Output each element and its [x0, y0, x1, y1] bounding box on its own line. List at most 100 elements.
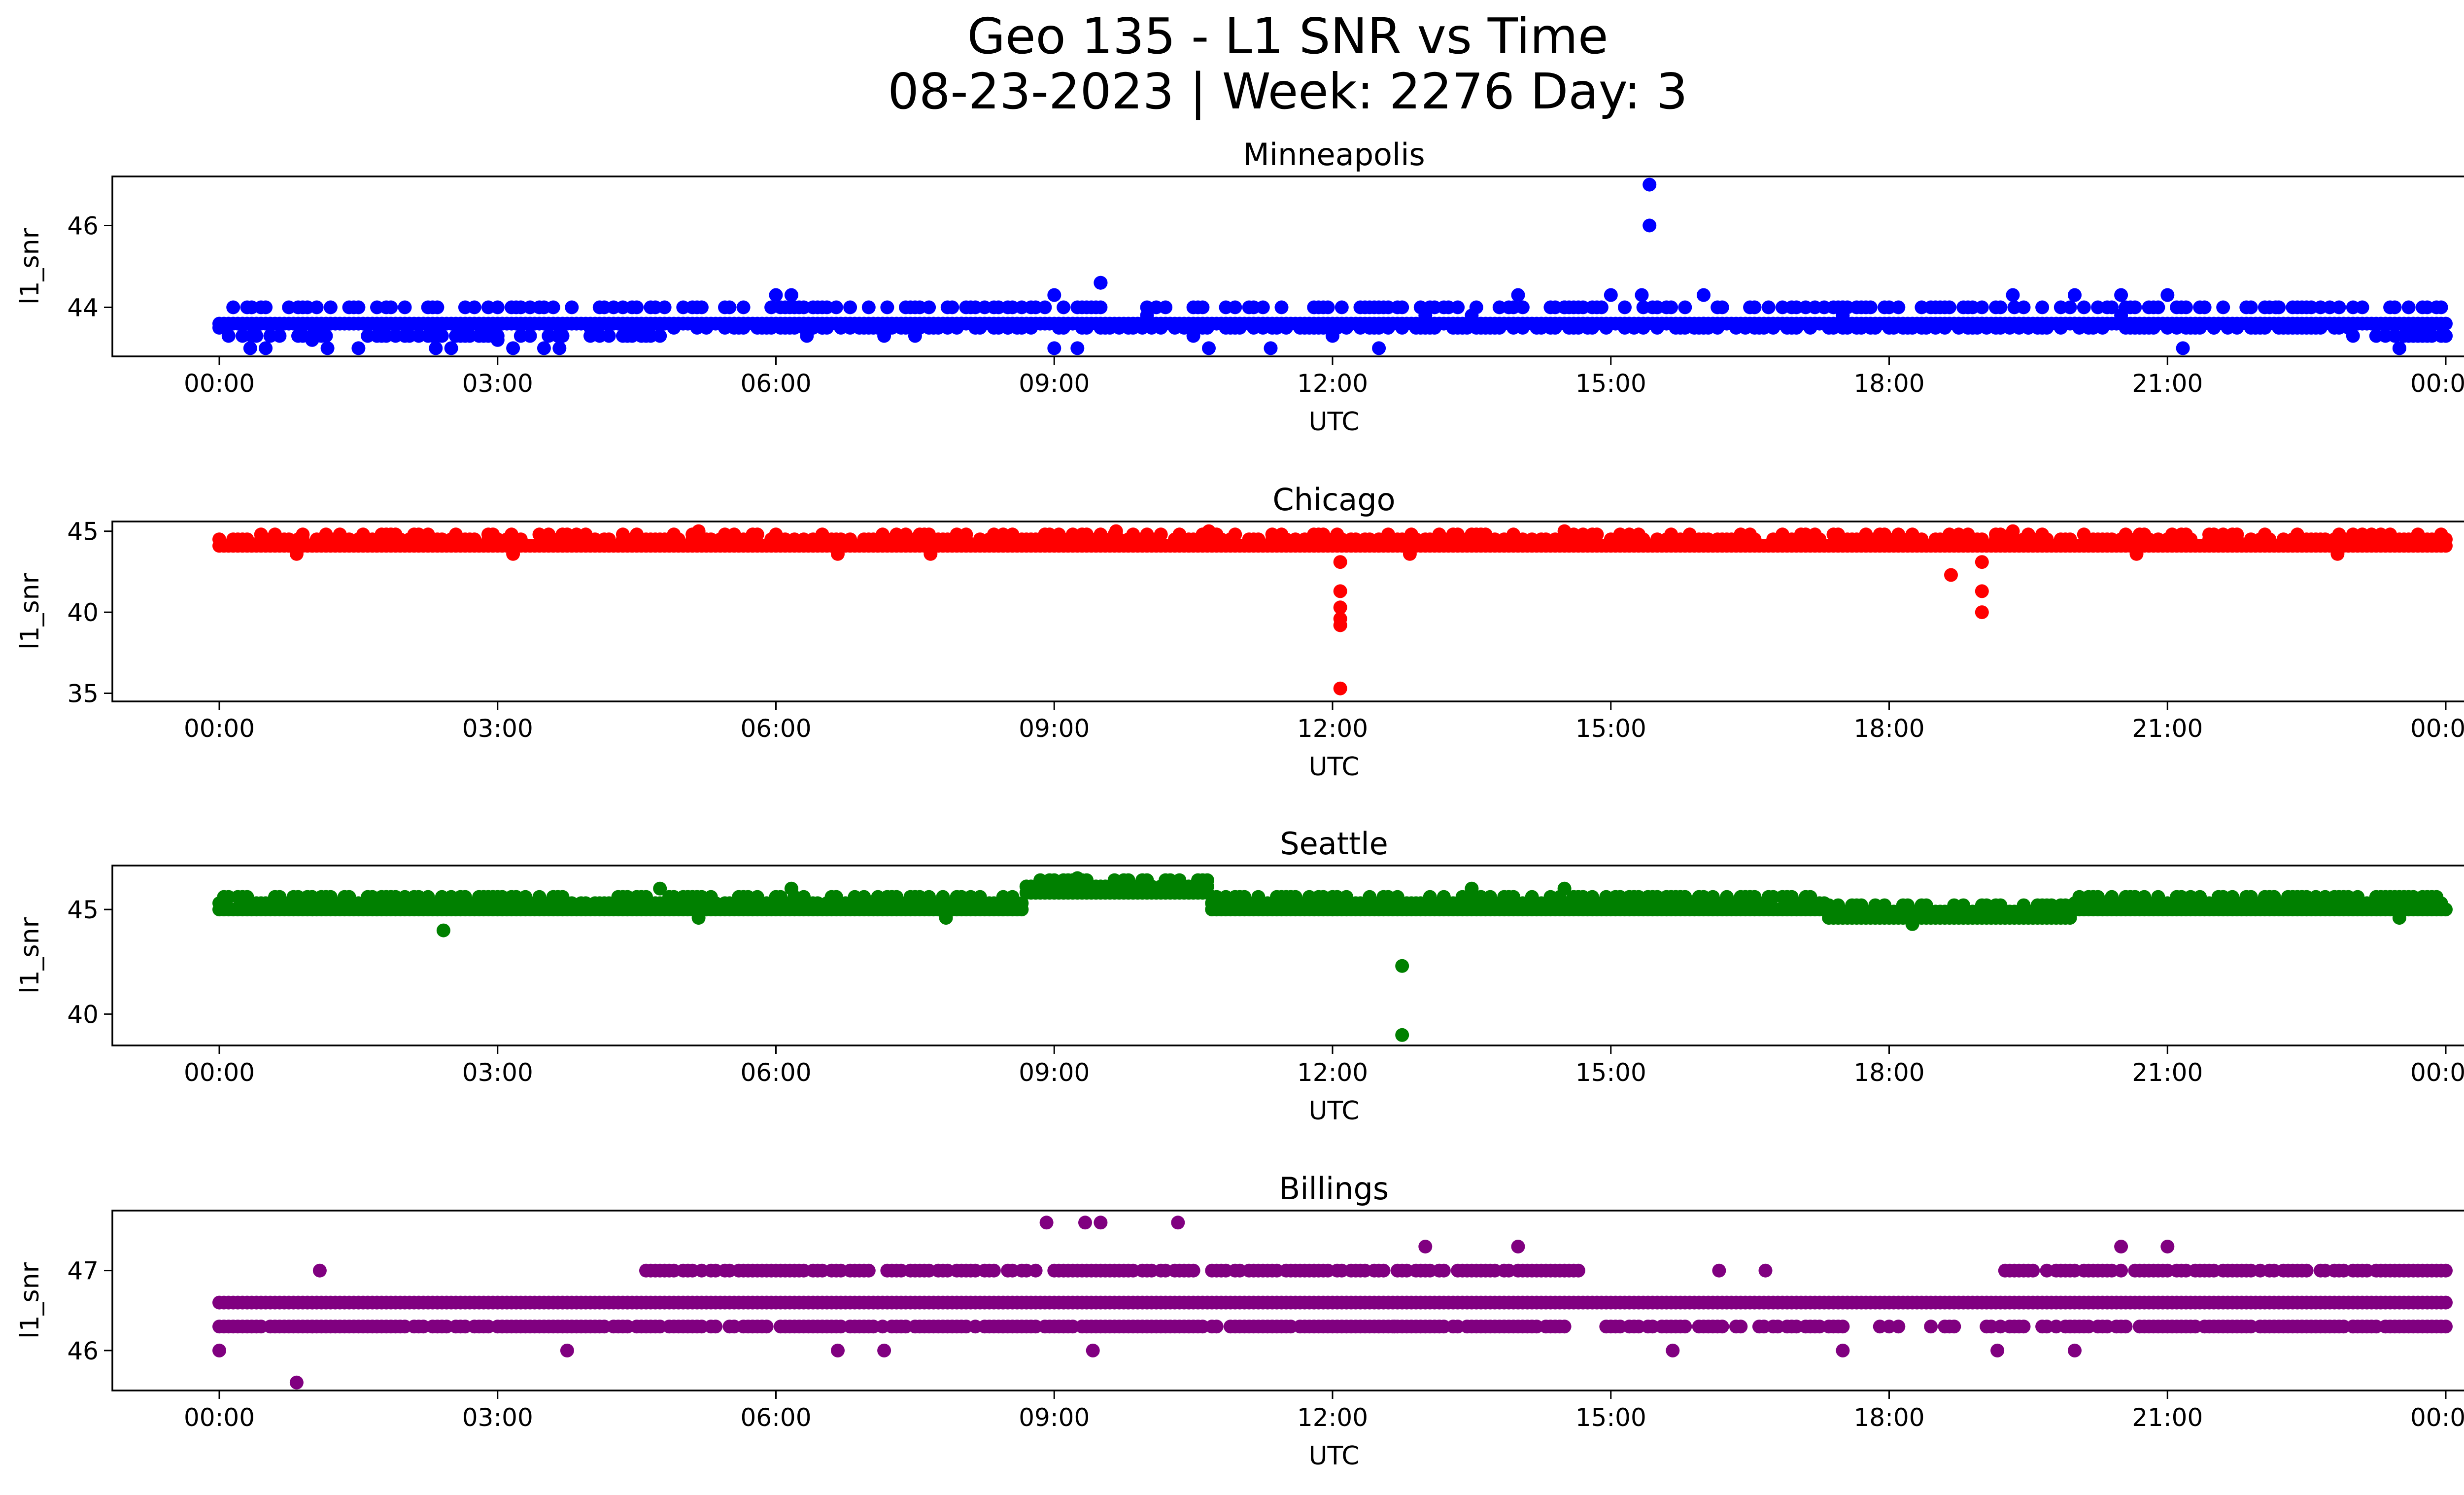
data-point	[657, 300, 672, 314]
x-tick-label: 06:00	[740, 714, 811, 743]
data-point	[1697, 288, 1711, 302]
data-point	[1321, 300, 1335, 314]
data-point	[2114, 1263, 2128, 1278]
scatter-band	[212, 527, 2453, 553]
data-point	[1200, 873, 1214, 887]
data-point	[750, 527, 764, 542]
data-point	[2299, 300, 2314, 314]
x-tick-label: 00:00	[2410, 369, 2464, 398]
data-point	[759, 1320, 774, 1334]
data-point	[1666, 1343, 1680, 1357]
data-point	[1372, 320, 1386, 335]
subplot-title: Minneapolis	[1243, 137, 1425, 173]
data-point	[560, 1343, 574, 1357]
x-tick-label: 06:00	[740, 1403, 811, 1432]
data-point	[1944, 568, 1958, 582]
data-point	[1882, 316, 1896, 331]
data-point	[1376, 1263, 1391, 1278]
x-tick-label: 00:00	[184, 714, 255, 743]
data-point	[1743, 300, 1757, 314]
data-point	[467, 300, 481, 314]
y-tick-label: 47	[67, 1257, 99, 1286]
data-point	[2330, 547, 2345, 561]
data-point	[1928, 300, 1943, 314]
data-point	[829, 300, 843, 314]
data-point	[1975, 555, 1989, 569]
data-point	[490, 300, 505, 314]
data-point	[2392, 911, 2406, 925]
data-point	[1712, 1263, 1726, 1278]
data-point	[1094, 276, 1108, 290]
data-point	[1990, 1343, 2005, 1357]
data-point	[1451, 300, 1465, 314]
axes-frame	[111, 521, 2464, 702]
data-point	[2114, 309, 2128, 322]
data-point	[1335, 300, 1349, 314]
data-point	[320, 341, 335, 355]
data-point	[1333, 584, 1347, 598]
data-point	[2434, 300, 2448, 314]
data-point	[1154, 527, 1168, 542]
data-point	[1715, 1320, 1729, 1334]
data-point	[939, 911, 953, 925]
x-tick-label: 03:00	[462, 714, 533, 743]
data-point	[435, 329, 449, 343]
x-tick-label: 12:00	[1297, 369, 1368, 398]
x-tick-label: 03:00	[462, 369, 533, 398]
data-point	[676, 300, 690, 314]
data-point	[1437, 1263, 1451, 1278]
data-point	[1001, 320, 1015, 335]
x-tick-label: 15:00	[1575, 1058, 1646, 1087]
y-axis-label: l1_snr	[15, 228, 45, 305]
x-tick-label: 21:00	[2132, 714, 2203, 743]
data-point	[430, 300, 445, 314]
data-point	[1256, 300, 1270, 314]
data-point	[2128, 300, 2142, 314]
data-point	[1109, 875, 1123, 889]
data-point	[1557, 881, 1572, 896]
data-point	[2160, 1240, 2175, 1253]
subplot-minneapolis: 00:00 03:00 06:00 09:00 12:00 15:00 18:00 21:00…	[15, 137, 2464, 437]
x-tick-label: 12:00	[1297, 714, 1368, 743]
x-tick-label: 18:00	[1853, 369, 1924, 398]
scatter-band	[212, 1263, 2453, 1334]
data-point	[769, 288, 783, 302]
x-tick-label: 06:00	[740, 369, 811, 398]
data-point	[2244, 300, 2258, 314]
data-point	[2119, 1320, 2133, 1334]
data-point	[1171, 1216, 1185, 1230]
data-point	[523, 329, 537, 343]
data-point	[1326, 903, 1339, 917]
data-point	[1557, 1320, 1572, 1334]
data-point	[2439, 1320, 2453, 1334]
data-point	[2439, 903, 2453, 917]
data-point	[565, 300, 579, 314]
scatter-band	[212, 873, 2453, 925]
data-point	[1863, 300, 1878, 314]
data-point	[1715, 300, 1729, 314]
x-tick-label: 00:00	[184, 369, 255, 398]
data-point	[289, 1375, 304, 1390]
x-tick-label: 21:00	[2132, 1058, 2203, 1087]
y-tick-label: 44	[67, 293, 99, 322]
data-point	[2346, 329, 2360, 343]
data-point	[2401, 300, 2416, 314]
data-point	[2006, 524, 2020, 538]
x-tick-label: 09:00	[1019, 369, 1090, 398]
data-point	[1836, 300, 1850, 314]
data-point	[1094, 1216, 1108, 1230]
data-point	[1078, 1216, 1092, 1230]
data-point	[2035, 300, 2050, 314]
data-point	[1279, 320, 1293, 335]
data-point	[722, 300, 737, 314]
data-point	[2388, 300, 2402, 314]
x-tick-label: 15:00	[1575, 714, 1646, 743]
data-point	[2439, 329, 2453, 343]
data-point	[784, 288, 798, 302]
data-point	[1202, 341, 1216, 355]
data-point	[398, 329, 412, 343]
data-point	[212, 320, 226, 335]
data-point	[1186, 1263, 1200, 1278]
